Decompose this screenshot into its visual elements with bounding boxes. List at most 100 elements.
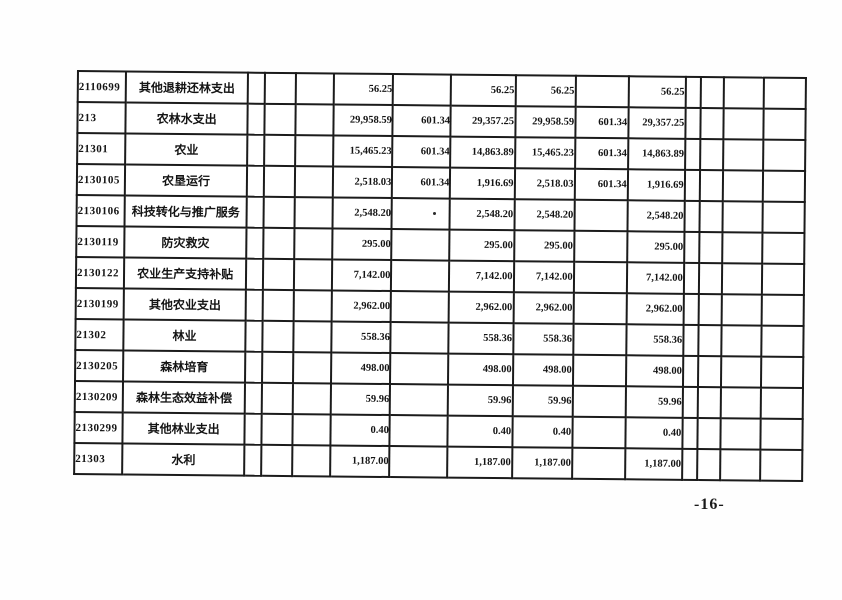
empty-cell xyxy=(698,293,722,326)
value-cell: 59.96 xyxy=(625,386,683,418)
empty-cell xyxy=(762,232,805,264)
value-cell: 7,142.00 xyxy=(513,261,574,293)
empty-cell xyxy=(761,294,804,326)
value-cell: 2,548.20 xyxy=(332,197,393,230)
empty-cell xyxy=(720,356,762,388)
empty-cell xyxy=(760,418,803,450)
empty-cell xyxy=(295,73,335,105)
empty-cell xyxy=(761,325,804,357)
empty-cell xyxy=(723,77,764,109)
empty-cell xyxy=(698,262,722,295)
empty-cell xyxy=(246,227,264,259)
empty-cell xyxy=(683,293,699,325)
empty-cell xyxy=(698,231,723,264)
value-cell: 295.00 xyxy=(513,230,575,262)
value-cell: 2,548.20 xyxy=(514,199,575,231)
empty-cell xyxy=(722,201,763,233)
empty-cell xyxy=(264,103,296,136)
code-cell: 2130199 xyxy=(75,287,124,320)
value-cell xyxy=(572,323,627,356)
empty-cell xyxy=(294,228,333,260)
empty-cell xyxy=(264,165,296,198)
name-cell: 森林培育 xyxy=(123,350,246,383)
empty-cell xyxy=(721,325,762,357)
empty-cell xyxy=(685,107,701,139)
value-cell xyxy=(391,229,450,261)
name-cell: 林业 xyxy=(123,319,246,352)
value-cell xyxy=(573,292,627,325)
value-cell: 56.25 xyxy=(628,76,686,108)
empty-cell xyxy=(247,165,265,197)
value-cell: 498.00 xyxy=(448,353,513,386)
value-cell: 1,916.69 xyxy=(627,169,685,201)
value-cell: 59.96 xyxy=(331,383,391,416)
empty-cell xyxy=(247,72,266,104)
value-cell: 601.34 xyxy=(574,168,628,201)
name-cell: 其他农业支出 xyxy=(123,288,247,321)
empty-cell xyxy=(247,134,265,166)
empty-cell xyxy=(722,170,763,202)
value-cell: 558.36 xyxy=(625,324,684,356)
empty-cell xyxy=(685,76,701,108)
value-cell: 295.00 xyxy=(626,231,685,263)
value-cell: 498.00 xyxy=(331,352,391,385)
value-cell: 1,916.69 xyxy=(450,167,515,200)
empty-cell xyxy=(683,324,699,356)
empty-cell xyxy=(244,413,262,445)
empty-cell xyxy=(292,414,332,446)
empty-cell xyxy=(245,320,263,352)
value-cell: 1,187.00 xyxy=(511,447,573,479)
name-cell: 农林水支出 xyxy=(125,102,248,135)
value-cell: 558.36 xyxy=(448,322,514,355)
empty-cell xyxy=(721,263,763,295)
name-cell: 农垦运行 xyxy=(124,164,248,197)
empty-cell xyxy=(682,355,699,387)
code-cell: 21301 xyxy=(77,133,126,165)
empty-cell xyxy=(292,383,332,415)
empty-cell xyxy=(244,444,262,476)
empty-cell xyxy=(264,72,297,105)
empty-cell xyxy=(263,227,295,260)
code-cell: 2130122 xyxy=(75,257,125,289)
value-cell: 59.96 xyxy=(512,385,573,417)
name-cell: 科技转化与推广服务 xyxy=(124,195,248,228)
empty-cell xyxy=(683,231,700,263)
empty-cell xyxy=(295,135,334,167)
value-cell: 15,465.23 xyxy=(333,135,393,168)
value-cell: 1,187.00 xyxy=(330,445,390,478)
empty-cell xyxy=(261,444,293,477)
code-cell: 2110699 xyxy=(77,71,127,103)
empty-cell xyxy=(246,196,265,228)
empty-cell xyxy=(723,108,764,140)
value-cell: 0.40 xyxy=(511,416,573,448)
empty-cell xyxy=(262,289,295,322)
value-cell xyxy=(575,75,629,108)
empty-cell xyxy=(762,201,805,233)
value-cell: 7,142.00 xyxy=(449,260,514,293)
photocopy-speck xyxy=(433,212,436,215)
value-cell: 1,187.00 xyxy=(447,446,512,479)
value-cell xyxy=(571,447,626,480)
empty-cell xyxy=(699,169,723,202)
empty-cell xyxy=(682,386,698,418)
value-cell xyxy=(390,353,449,385)
value-cell: 558.36 xyxy=(512,323,574,355)
value-cell: 2,962.00 xyxy=(449,291,514,324)
name-cell: 农业生产支持补贴 xyxy=(123,257,247,290)
empty-cell xyxy=(697,386,721,419)
value-cell: 7,142.00 xyxy=(332,259,392,292)
table-row: 21303 水利 1,187.00 1,187.00 1,187.00 1,187.00 xyxy=(74,442,803,481)
empty-cell xyxy=(264,134,296,167)
value-cell: 601.34 xyxy=(392,105,452,137)
value-cell: 295.00 xyxy=(449,229,515,262)
value-cell xyxy=(390,384,449,416)
empty-cell xyxy=(245,289,264,321)
empty-cell xyxy=(722,139,764,171)
empty-cell xyxy=(720,418,761,450)
code-cell: 2130119 xyxy=(76,226,125,258)
value-cell xyxy=(573,261,627,294)
value-cell: 56.25 xyxy=(451,74,516,107)
empty-cell xyxy=(699,200,723,233)
empty-cell xyxy=(246,258,264,290)
value-cell: 2,962.00 xyxy=(626,293,684,325)
